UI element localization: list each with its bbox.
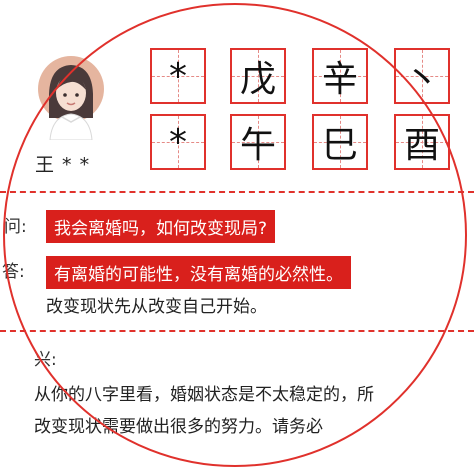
bazi-bottom-3: 巳: [312, 114, 368, 170]
bazi-bottom-4: 酉: [394, 114, 450, 170]
bazi-char: 午: [239, 125, 276, 166]
section-divider: [0, 191, 474, 193]
bazi-char: 酉: [403, 125, 440, 166]
avatar: [38, 56, 104, 140]
analysis-label: 兴:: [34, 350, 57, 370]
bazi-char: *: [169, 121, 187, 163]
bazi-char: 丶: [403, 59, 440, 100]
bazi-top-3: 辛: [312, 48, 368, 104]
bazi-top-2: 戊: [230, 48, 286, 104]
question-label: 问:: [4, 217, 27, 237]
answer-note: 改变现状先从改变自己开始。: [46, 297, 267, 317]
bazi-char: *: [169, 55, 187, 97]
bazi-top-1: *: [150, 48, 206, 104]
bazi-bottom-1: *: [150, 114, 206, 170]
user-name: 王 * *: [35, 154, 91, 176]
bazi-chart: * 戊 辛 丶 * 午 巳 酉: [150, 48, 474, 173]
analysis-line-1: 从你的八字里看，婚姻状态是不太稳定的，所: [34, 385, 374, 405]
answer-highlight: 有离婚的可能性，没有离婚的必然性。: [46, 256, 351, 289]
section-divider-2: [0, 330, 474, 332]
analysis-line-2: 改变现状需要做出很多的努力。请务必: [34, 417, 323, 437]
bazi-char: 巳: [321, 125, 358, 166]
bazi-top-4: 丶: [394, 48, 450, 104]
bazi-char: 戊: [239, 59, 276, 100]
bazi-bottom-2: 午: [230, 114, 286, 170]
answer-label: 答:: [2, 262, 25, 282]
bazi-char: 辛: [321, 59, 358, 100]
question-highlight: 我会离婚吗，如何改变现局?: [46, 210, 276, 243]
